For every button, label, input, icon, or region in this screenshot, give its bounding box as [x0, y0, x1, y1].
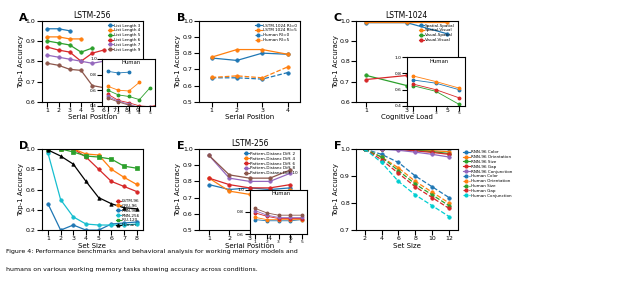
- Legend: LSTM-96, GRU-96, RNN-96, RNN-256, IRU-120, Human: LSTM-96, GRU-96, RNN-96, RNN-256, IRU-12…: [115, 198, 141, 228]
- Text: D: D: [19, 141, 29, 151]
- X-axis label: Set Size: Set Size: [78, 243, 106, 249]
- Text: B: B: [177, 12, 185, 22]
- Text: C: C: [334, 12, 342, 22]
- X-axis label: Serial Position: Serial Position: [68, 114, 117, 120]
- Y-axis label: Top-1 Accuracy: Top-1 Accuracy: [175, 163, 181, 216]
- Y-axis label: Top-1 Accuracy: Top-1 Accuracy: [175, 35, 181, 88]
- Y-axis label: Top-1 Accuracy: Top-1 Accuracy: [333, 35, 339, 88]
- Title: LSTM-256: LSTM-256: [74, 11, 111, 20]
- Legend: LSTM-1024 RI=0, LSTM 1024 RI=5, Human RI=0, Human RI=5: LSTM-1024 RI=0, LSTM 1024 RI=5, Human RI…: [254, 23, 298, 43]
- Legend: Spatial-Spatial, Spatial-Visual, Visual-Spatial, Visual-Visual: Spatial-Spatial, Spatial-Visual, Visual-…: [418, 23, 456, 43]
- Legend: RNN-96 Color, RNN-96 Orientation, RNN-96 Size, RNN-96 Gap, RNN-96 Conjunction, H: RNN-96 Color, RNN-96 Orientation, RNN-96…: [461, 149, 513, 199]
- Text: F: F: [334, 141, 341, 151]
- X-axis label: Cognitive Load: Cognitive Load: [381, 114, 433, 120]
- Y-axis label: Top-1 Accuracy: Top-1 Accuracy: [333, 163, 339, 216]
- Text: Figure 4: Performance benchmarks and behavioral analysis for working memory mode: Figure 4: Performance benchmarks and beh…: [6, 249, 298, 254]
- Title: LSTM-1024: LSTM-1024: [386, 11, 428, 20]
- Legend: Pattern-Distanc Diff. 2, Pattern-Distanc Diff. 4, Pattern-Distanc Diff. 6, Patte: Pattern-Distanc Diff. 2, Pattern-Distanc…: [243, 151, 298, 176]
- Text: humans on various working memory tasks showing accuracy across conditions.: humans on various working memory tasks s…: [6, 267, 258, 272]
- X-axis label: Serial Position: Serial Position: [225, 243, 274, 249]
- Y-axis label: Top-1 Accuracy: Top-1 Accuracy: [18, 35, 24, 88]
- Title: LSTM-256: LSTM-256: [231, 139, 268, 148]
- Text: A: A: [19, 12, 28, 22]
- Text: E: E: [177, 141, 184, 151]
- X-axis label: Set Size: Set Size: [393, 243, 421, 249]
- Legend: List Length 3, List Length 4, List Length 5, List Length 6, List Length 7, List : List Length 3, List Length 4, List Lengt…: [107, 23, 141, 53]
- X-axis label: Serial Position: Serial Position: [225, 114, 274, 120]
- Y-axis label: Top-1 Accuracy: Top-1 Accuracy: [18, 163, 24, 216]
